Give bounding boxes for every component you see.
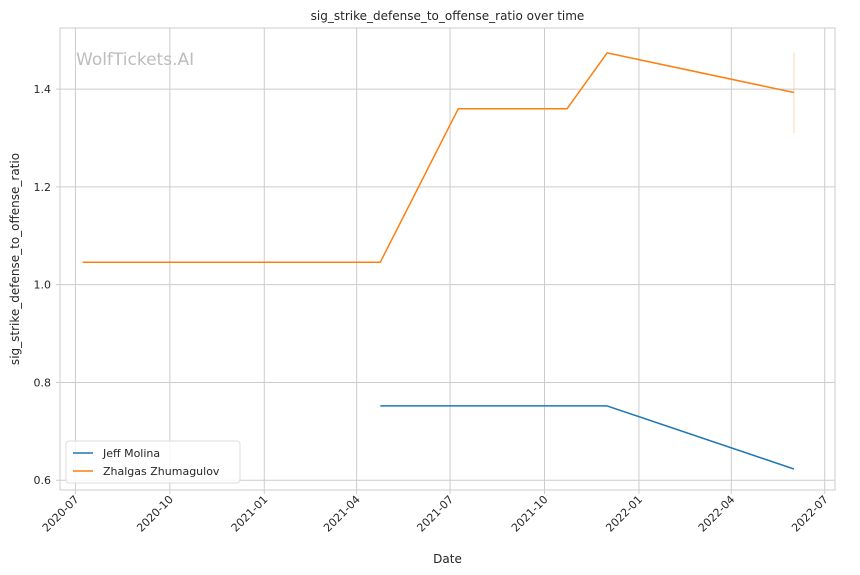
x-tick-label: 2022-07 xyxy=(789,493,831,535)
y-tick-labels: 0.6 0.8 1.0 1.2 1.4 xyxy=(34,83,60,487)
y-tick-label: 0.6 xyxy=(34,474,52,487)
watermark-text: WolfTickets.AI xyxy=(76,50,194,70)
x-tick-labels: 2020-07 2020-10 2021-01 2021-04 2021-07 2021-… xyxy=(40,490,831,535)
y-tick-label: 0.8 xyxy=(34,376,52,389)
legend-label: Jeff Molina xyxy=(102,447,160,460)
x-tick-label: 2021-10 xyxy=(509,493,551,535)
series-line-jeff-molina xyxy=(380,405,795,470)
legend-label: Zhalgas Zhumagulov xyxy=(103,465,220,478)
y-tick-label: 1.2 xyxy=(34,181,52,194)
y-tick-label: 1.4 xyxy=(34,83,52,96)
chart-title: sig_strike_defense_to_offense_ratio over… xyxy=(311,9,585,23)
x-tick-label: 2021-04 xyxy=(321,493,363,535)
x-tick-label: 2022-04 xyxy=(696,493,738,535)
series-layer xyxy=(82,52,795,470)
x-tick-label: 2020-07 xyxy=(40,493,82,535)
x-tick-label: 2021-01 xyxy=(229,493,271,535)
x-tick-label: 2020-10 xyxy=(134,493,176,535)
grid xyxy=(60,28,835,490)
x-axis-title: Date xyxy=(433,552,462,566)
legend-box xyxy=(65,440,241,484)
y-axis-title: sig_strike_defense_to_offense_ratio xyxy=(8,153,22,365)
x-tick-label: 2021-07 xyxy=(414,493,456,535)
series-line-zhalgas-zhumagulov xyxy=(82,52,795,263)
y-tick-label: 1.0 xyxy=(34,279,52,292)
x-tick-label: 2022-01 xyxy=(603,493,645,535)
plot-frame xyxy=(59,27,836,491)
legend: Jeff Molina Zhalgas Zhumagulov xyxy=(65,440,241,484)
